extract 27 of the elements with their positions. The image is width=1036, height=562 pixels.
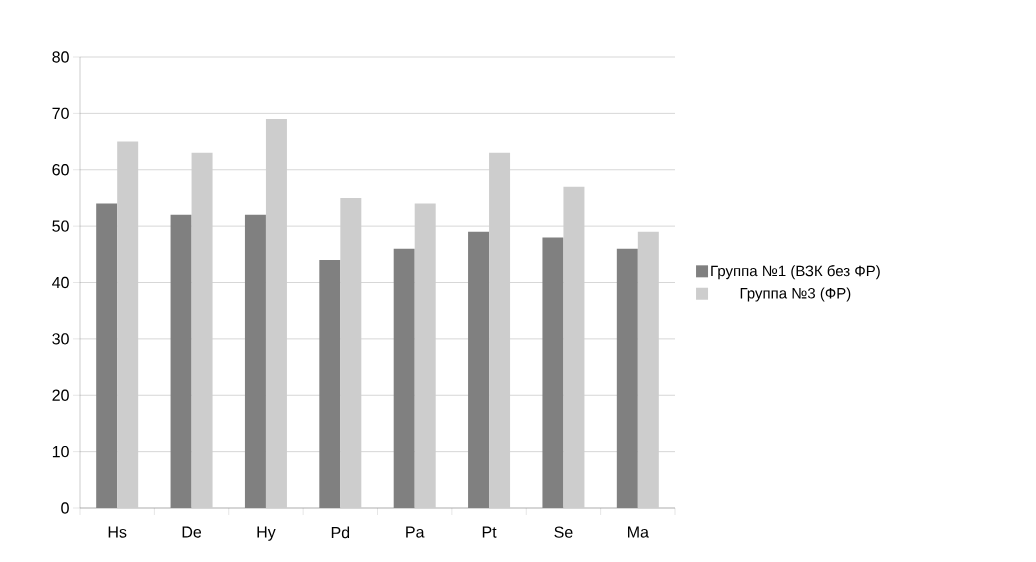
bar — [563, 186, 585, 508]
bar — [265, 119, 287, 508]
bar — [117, 141, 139, 508]
y-tick-label: 30 — [52, 333, 69, 345]
x-tick-label: Pa — [406, 526, 425, 538]
x-tick-label: De — [182, 526, 202, 538]
y-tick-label: 40 — [52, 276, 69, 289]
x-tick-label: Pd — [331, 526, 350, 539]
y-tick-label: 20 — [52, 389, 69, 401]
legend-label: Группа №1 (ВЗК без ФР) — [711, 265, 880, 280]
x-tick-label: Pt — [482, 526, 497, 538]
y-tick-label: 50 — [52, 220, 69, 232]
bar — [637, 231, 659, 508]
y-tick-label: 70 — [52, 107, 69, 120]
bar — [191, 152, 213, 508]
y-tick-label: 10 — [52, 445, 69, 458]
x-tick-label: Hs — [108, 526, 127, 538]
bar — [340, 197, 362, 508]
y-tick-label: 80 — [52, 51, 69, 63]
y-tick-label: 60 — [52, 164, 69, 176]
x-tick-label: Hy — [257, 526, 276, 541]
x-tick-label: Ma — [628, 526, 649, 538]
bar — [489, 152, 511, 508]
y-tick-label: 0 — [61, 502, 69, 514]
legend-label: Группа №3 (ФР) — [740, 287, 851, 302]
bar — [414, 203, 436, 508]
x-tick-label: Se — [554, 526, 573, 538]
